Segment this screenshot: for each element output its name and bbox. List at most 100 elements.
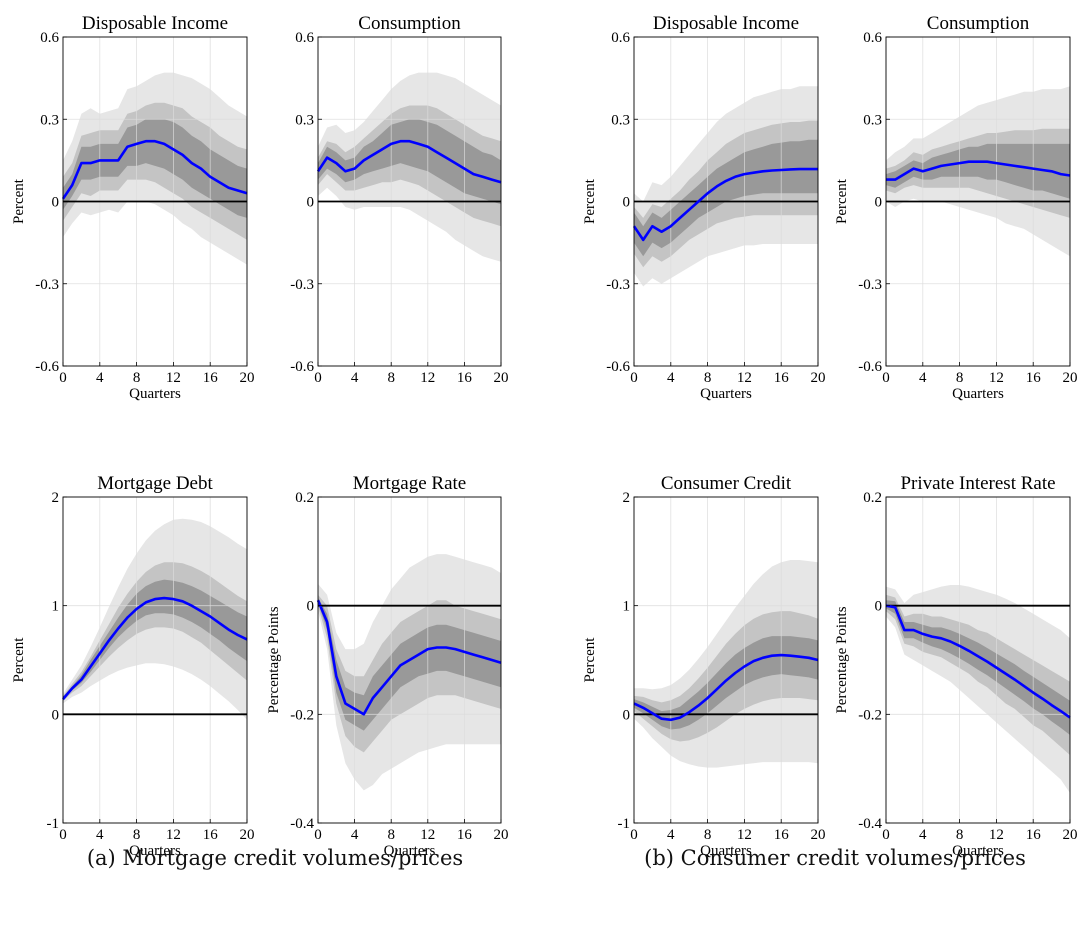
y-tick-label: 0.3 — [611, 112, 630, 128]
x-axis-label: Quarters — [700, 843, 752, 859]
y-tick-label: -1 — [47, 816, 60, 832]
confidence-band-inner — [318, 119, 501, 205]
impulse-response-line — [61, 139, 248, 200]
x-tick-label: 20 — [1063, 827, 1078, 843]
x-tick-label: 12 — [737, 370, 752, 386]
x-tick-label: 8 — [387, 827, 395, 843]
x-tick-label: 4 — [96, 827, 104, 843]
x-tick-label: 8 — [387, 370, 395, 386]
x-tick-label: 8 — [704, 370, 712, 386]
y-tick-label: 0.3 — [863, 112, 882, 128]
x-tick-label: 12 — [989, 370, 1004, 386]
x-tick-label: 12 — [989, 827, 1004, 843]
y-tick-label: 1 — [52, 599, 60, 615]
y-axis-label: Percent — [834, 178, 850, 224]
y-tick-label: 0.6 — [40, 30, 59, 46]
y-tick-label: -0.6 — [290, 359, 314, 375]
x-tick-label: 20 — [811, 827, 826, 843]
x-tick-label: 0 — [314, 370, 322, 386]
y-tick-label: -0.6 — [858, 359, 882, 375]
y-tick-label: -0.3 — [35, 277, 59, 293]
confidence-band-inner — [63, 119, 247, 218]
x-tick-label: 16 — [1026, 827, 1042, 843]
caption-mortgage: (a) Mortgage credit volumes/prices — [86, 846, 464, 870]
x-tick-label: 20 — [240, 370, 255, 386]
x-tick-label: 4 — [351, 370, 359, 386]
y-tick-label: 0.6 — [611, 30, 630, 46]
y-tick-label: -0.4 — [290, 816, 314, 832]
y-tick-label: -0.6 — [606, 359, 630, 375]
y-axis-label: Percentage Points — [266, 606, 282, 713]
x-tick-label: 20 — [811, 370, 826, 386]
x-tick-label: 8 — [133, 827, 141, 843]
chart-panel-6: 0 4 8 12 16 20 -0.6 -0.3 0 0.3 0.6 Consumption Quart… — [834, 13, 1078, 402]
x-tick-label: 12 — [420, 370, 435, 386]
x-tick-label: 16 — [1026, 370, 1042, 386]
impulse-response-line — [633, 653, 819, 722]
x-axis-label: Quarters — [952, 386, 1004, 402]
x-tick-label: 16 — [774, 827, 790, 843]
y-tick-label: -0.2 — [858, 707, 882, 723]
x-tick-label: 12 — [737, 827, 752, 843]
chart-panel-5: 0 4 8 12 16 20 -0.6 -0.3 0 0.3 0.6 Disposable Incom… — [582, 13, 826, 402]
y-tick-label: 0.3 — [295, 112, 314, 128]
panel-title: Consumption — [358, 13, 461, 34]
confidence-band-inner — [634, 139, 818, 257]
caption-consumer: (b) Consumer credit volumes/prices — [644, 846, 1026, 870]
y-tick-label: 0 — [623, 195, 631, 211]
y-tick-label: 1 — [623, 599, 631, 615]
panel-title: Private Interest Rate — [900, 473, 1055, 494]
x-tick-label: 4 — [667, 370, 675, 386]
impulse-response-line — [62, 596, 248, 700]
x-axis-label: Quarters — [952, 843, 1004, 859]
x-tick-label: 20 — [240, 827, 255, 843]
x-tick-label: 16 — [457, 827, 473, 843]
y-tick-label: -0.3 — [858, 277, 882, 293]
panel-title: Consumer Credit — [661, 473, 792, 494]
plot-frame — [633, 496, 819, 824]
panel-title: Mortgage Rate — [353, 473, 466, 494]
confidence-band-inner — [318, 597, 501, 731]
y-tick-label: 0.2 — [863, 490, 882, 506]
x-tick-label: 4 — [96, 370, 104, 386]
x-tick-label: 8 — [956, 827, 964, 843]
chart-panel-2: 0 4 8 12 16 20 -0.6 -0.3 0 0.3 0.6 Consumption — [290, 13, 508, 386]
y-tick-label: 2 — [623, 490, 631, 506]
y-axis-label: Percent — [582, 178, 598, 224]
x-tick-label: 16 — [203, 827, 219, 843]
y-tick-label: -0.3 — [290, 277, 314, 293]
chart-panel-4: 0 4 8 12 16 20 -0.4 -0.2 0 0.2 Mortgage Rate Quarte… — [266, 473, 509, 859]
y-axis-label: Percent — [11, 637, 27, 683]
x-tick-label: 20 — [1063, 370, 1078, 386]
x-tick-label: 4 — [667, 827, 675, 843]
x-tick-label: 8 — [133, 370, 141, 386]
y-tick-label: -0.3 — [606, 277, 630, 293]
x-tick-label: 16 — [457, 370, 473, 386]
y-tick-label: -0.2 — [290, 707, 314, 723]
impulse-response-line — [885, 604, 1071, 719]
x-tick-label: 0 — [59, 370, 67, 386]
y-tick-label: 0 — [52, 707, 60, 723]
y-tick-label: 0 — [623, 707, 631, 723]
y-tick-label: 0 — [307, 599, 315, 615]
plot-frame — [62, 496, 248, 824]
y-tick-label: 0.3 — [40, 112, 59, 128]
x-tick-label: 12 — [166, 827, 181, 843]
x-tick-label: 0 — [630, 827, 638, 843]
x-tick-label: 0 — [882, 370, 890, 386]
x-tick-label: 0 — [314, 827, 322, 843]
panel-title: Mortgage Debt — [97, 473, 213, 494]
y-tick-label: 0.2 — [295, 490, 314, 506]
x-tick-label: 0 — [59, 827, 67, 843]
y-tick-label: -1 — [618, 816, 631, 832]
impulse-response-line — [886, 160, 1071, 181]
y-tick-label: 2 — [52, 490, 60, 506]
x-axis-label: Quarters — [384, 843, 436, 859]
x-tick-label: 4 — [919, 370, 927, 386]
x-tick-label: 0 — [882, 827, 890, 843]
y-tick-label: -0.4 — [858, 816, 882, 832]
panel-title: Disposable Income — [653, 13, 799, 34]
y-tick-label: 0 — [875, 195, 883, 211]
